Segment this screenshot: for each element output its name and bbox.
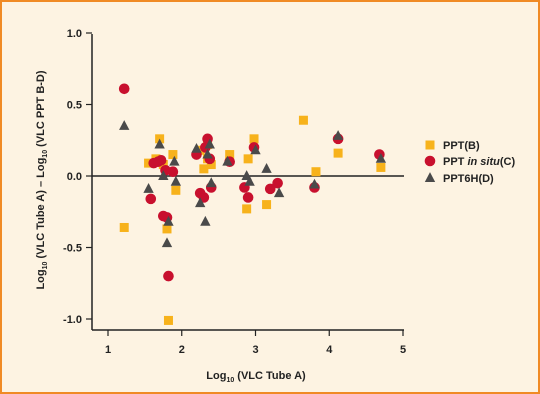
- legend-label: PPT6H(D): [443, 173, 494, 185]
- data-point-square: [333, 148, 343, 158]
- data-point-triangle: [202, 148, 213, 159]
- legend-label-italic: in situ: [467, 156, 500, 168]
- y-tick-label: 0.5: [67, 100, 82, 112]
- data-point-square: [298, 115, 308, 125]
- legend: PPT(B) PPT in situ(C) PPT6H(D): [424, 140, 515, 185]
- data-point-triangle: [309, 178, 320, 189]
- data-point-square: [199, 164, 209, 174]
- data-point-square: [163, 315, 173, 325]
- data-point-square: [119, 222, 129, 232]
- data-point-triangle: [154, 138, 165, 149]
- data-point-square: [168, 150, 178, 160]
- data-point-triangle: [191, 142, 202, 153]
- legend-label-part: PPT6H(D): [443, 173, 494, 185]
- y-tick-label: -0.5: [63, 243, 82, 255]
- y-axis-title: Log10 (VLC Tube A) – Log10 (VLC PPT B-D): [35, 70, 49, 289]
- data-point-triangle: [169, 155, 180, 166]
- x-tick-label: 3: [252, 344, 258, 356]
- x-tick-label: 1: [105, 344, 111, 356]
- data-point-triangle: [332, 130, 344, 140]
- legend-label: PPT(B): [443, 140, 480, 152]
- y-axis-title-part-2: (VLC Tube A) – Log: [35, 158, 47, 262]
- data-point-square: [243, 154, 253, 164]
- y-axis-title-part-3: (VLC PPT B-D): [35, 70, 47, 150]
- legend-marker-square: [425, 140, 435, 150]
- data-point-triangle: [200, 215, 211, 226]
- data-point-circle: [264, 183, 276, 195]
- data-point-square: [376, 162, 386, 172]
- data-point-triangle: [250, 144, 261, 155]
- y-tick-label: -1.0: [63, 314, 82, 326]
- data-point-triangle: [143, 183, 154, 193]
- data-point-square: [249, 134, 259, 144]
- ticks: 1 2 3 4 5 1.0 0.5 0.0 -0.5 -1.0: [63, 28, 406, 356]
- y-axis-title-subscript-1: 10: [42, 261, 49, 269]
- legend-label-part: (C): [500, 156, 516, 168]
- data-point-circle: [118, 83, 130, 95]
- data-point-circle: [242, 192, 254, 203]
- data-point-square: [162, 224, 172, 234]
- legend-label-part: PPT(B): [443, 140, 480, 152]
- data-point-square: [262, 200, 272, 210]
- legend-label-part: PPT: [443, 156, 467, 168]
- data-point-triangle: [163, 215, 174, 226]
- data-point-square: [225, 150, 235, 160]
- data-points: [118, 83, 387, 325]
- y-tick-label: 0.0: [67, 171, 82, 183]
- data-point-circle: [163, 270, 174, 282]
- y-tick-label: 1.0: [67, 28, 82, 40]
- data-point-square: [242, 204, 252, 214]
- data-point-triangle: [206, 177, 217, 188]
- x-tick-label: 5: [400, 344, 406, 356]
- data-point-circle: [155, 154, 167, 166]
- x-axis-title-main: Log: [206, 370, 226, 382]
- x-tick-label: 2: [179, 344, 185, 356]
- data-point-square: [311, 167, 321, 177]
- data-point-triangle: [158, 170, 169, 180]
- legend-marker-circle: [424, 155, 436, 167]
- data-point-square: [206, 160, 216, 170]
- data-point-triangle: [261, 162, 272, 173]
- data-point-circle: [145, 193, 157, 205]
- data-point-triangle: [119, 120, 130, 130]
- data-point-circle: [272, 177, 283, 189]
- legend-label: PPT in situ(C): [443, 156, 515, 168]
- data-point-triangle: [170, 175, 182, 186]
- data-point-triangle: [195, 197, 206, 208]
- y-axis-title-subscript-2: 10: [42, 150, 49, 158]
- x-axis-title: Log10 (VLC Tube A): [206, 370, 306, 384]
- data-point-circle: [167, 166, 179, 178]
- data-point-triangle: [273, 187, 285, 198]
- x-axis-title-rest: (VLC Tube A): [234, 370, 306, 382]
- data-point-triangle: [375, 152, 387, 163]
- data-point-triangle: [222, 155, 233, 166]
- x-tick-label: 4: [326, 344, 333, 356]
- y-axis-title-part-1: Log: [35, 269, 47, 289]
- data-point-triangle: [161, 237, 173, 248]
- data-point-square: [171, 185, 181, 195]
- x-axis-title-subscript: 10: [226, 377, 234, 384]
- data-point-triangle: [244, 175, 255, 186]
- legend-marker-triangle: [424, 172, 436, 182]
- data-point-triangle: [204, 138, 215, 149]
